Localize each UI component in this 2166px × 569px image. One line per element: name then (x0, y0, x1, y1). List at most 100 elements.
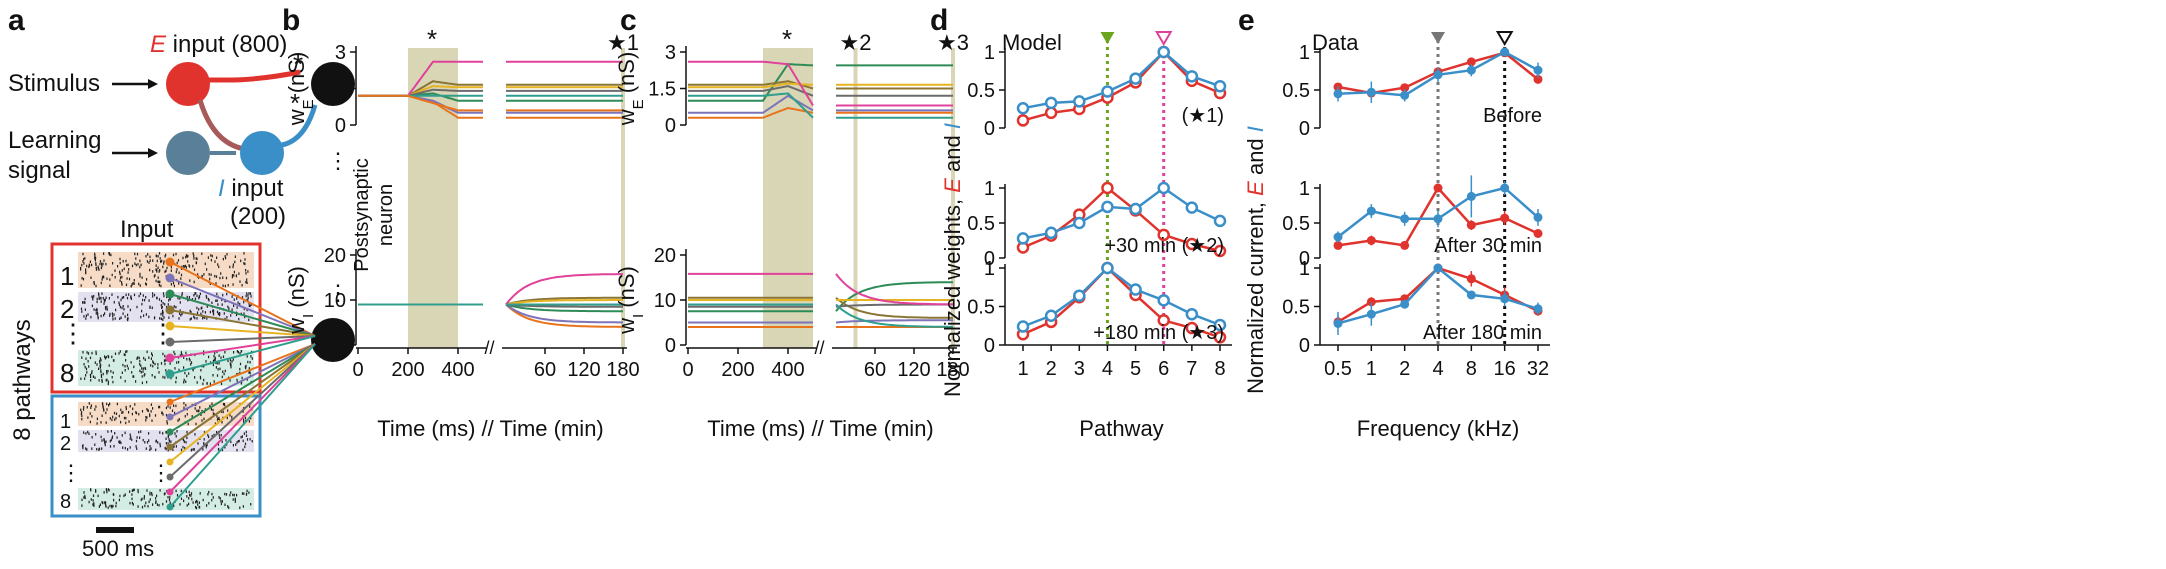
raster-spike (98, 367, 100, 370)
raster-spike (133, 365, 135, 369)
raster-spike (91, 351, 93, 355)
x-axis-label: Frequency (kHz) (1357, 416, 1520, 441)
raster-spike (113, 444, 115, 448)
raster-spike (118, 498, 120, 502)
raster-spike (157, 366, 159, 370)
raster-spike (227, 305, 229, 309)
raster-spike (248, 292, 250, 295)
raster-spike (109, 312, 111, 316)
raster-spike (172, 281, 175, 285)
raster-spike (151, 374, 153, 377)
raster-spike (132, 488, 134, 492)
raster-spike (217, 263, 219, 266)
raster-spike (223, 312, 225, 315)
raster-spike (170, 265, 172, 269)
raster-spike (82, 277, 85, 281)
raster-spike (188, 497, 190, 500)
raster-spike (89, 412, 91, 415)
raster-spike (140, 263, 142, 267)
raster-spike (162, 375, 164, 379)
raster-spike (154, 414, 157, 417)
learning-neuron (166, 131, 210, 175)
raster-spike (193, 254, 195, 257)
raster-spike (239, 302, 241, 306)
raster-spike (103, 491, 105, 494)
raster-spike (139, 284, 141, 287)
y-tick-label: 1 (1299, 42, 1310, 64)
y-axis-label: wI (nS) (284, 266, 317, 335)
raster-spike (104, 306, 107, 309)
raster-spike (240, 350, 243, 353)
raster-spike (242, 505, 244, 508)
raster-spike (216, 415, 218, 418)
data-point-E (1433, 183, 1443, 193)
data-point-I (1185, 70, 1199, 83)
raster-spike (241, 284, 243, 287)
raster-spike (149, 498, 151, 501)
raster-spike (94, 258, 96, 262)
raster-spike (228, 307, 230, 310)
raster-spike (159, 317, 161, 320)
raster-spike (200, 413, 202, 416)
raster-spike (149, 445, 151, 448)
e-projection (208, 69, 301, 83)
raster-spike (203, 378, 205, 382)
raster-spike (222, 257, 224, 261)
raster-spike (141, 505, 144, 509)
raster-spike (250, 303, 252, 306)
raster-spike (131, 497, 133, 501)
raster-spike (220, 410, 223, 413)
raster-spike (110, 370, 112, 373)
raster-spike (185, 490, 187, 493)
raster-spike (179, 503, 181, 506)
raster-spike (115, 308, 117, 312)
raster-spike (163, 316, 165, 319)
raster-spike (139, 259, 141, 263)
raster-spike (192, 368, 194, 372)
raster-spike (91, 304, 93, 308)
raster-spike (113, 411, 116, 415)
raster-spike (165, 500, 168, 503)
raster-spike (194, 433, 196, 436)
raster-spike (106, 370, 108, 373)
raster-spike (81, 417, 83, 421)
raster-spike (178, 317, 180, 320)
raster-spike (203, 442, 205, 445)
raster-spike (248, 304, 250, 307)
raster-spike (127, 318, 129, 322)
raster-spike (178, 368, 180, 372)
raster-spike (193, 257, 195, 260)
raster-spike (96, 448, 98, 451)
raster-spike (135, 445, 137, 448)
raster-spike (207, 256, 209, 259)
raster-spike (248, 491, 250, 494)
raster-spike (175, 376, 177, 380)
raster-spike (95, 266, 97, 270)
raster-spike (191, 298, 193, 301)
raster-spike (159, 489, 161, 492)
y-tick-label: 0.5 (1282, 80, 1310, 102)
data-point-I (1073, 216, 1086, 230)
y-label-unit: (nS) (614, 266, 639, 314)
raster-i-label-2: 2 (60, 433, 71, 455)
raster-spike (244, 258, 246, 261)
raster-spike (210, 254, 212, 257)
raster-spike (200, 312, 202, 316)
raster-spike (111, 436, 113, 440)
raster-spike (84, 494, 86, 498)
raster-spike (80, 266, 82, 270)
raster-spike (178, 282, 180, 285)
raster-spike (106, 402, 108, 406)
raster-spike (100, 314, 102, 318)
raster-spike (136, 252, 139, 256)
postsynaptic-label-1: Postsynaptic (351, 158, 373, 271)
raster-spike (86, 371, 88, 374)
raster-spike (218, 496, 220, 499)
raster-spike (135, 411, 137, 414)
raster-spike (243, 307, 245, 311)
raster-spike (224, 284, 226, 288)
raster-spike (164, 255, 166, 258)
raster-spike (83, 301, 85, 304)
raster-spike (166, 422, 168, 425)
